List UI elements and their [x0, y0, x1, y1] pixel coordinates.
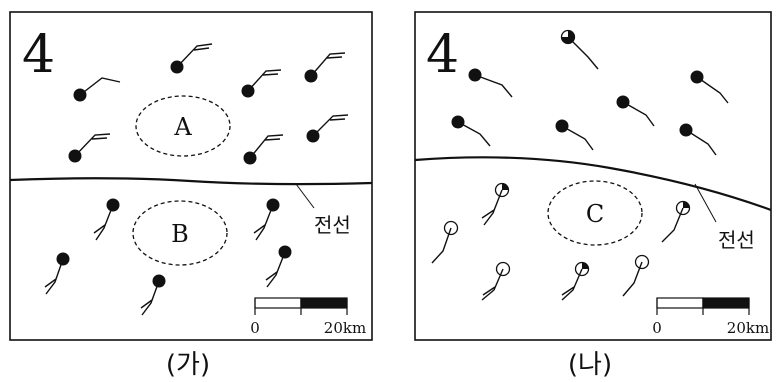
panel-a-frame [9, 11, 373, 341]
station-model [690, 70, 729, 104]
station-model [481, 261, 511, 301]
station-model [560, 29, 599, 70]
panel-a-scale-start: 0 [250, 319, 260, 337]
panel-a-number: 4 [22, 25, 55, 85]
station-model [661, 200, 691, 243]
panel-b-scale-start: 0 [652, 319, 662, 337]
station-model [468, 68, 513, 98]
station-model [44, 252, 70, 295]
panel-b-number: 4 [426, 25, 459, 85]
station-model [561, 261, 590, 301]
panel-a-scale-bar [254, 297, 348, 315]
station-model [306, 114, 349, 143]
station-model [555, 119, 594, 151]
station-model [170, 43, 213, 74]
station-model [265, 245, 292, 288]
station-model [253, 198, 280, 241]
station-model [481, 182, 510, 226]
panel-a-caption: (가) [166, 350, 210, 380]
panel-a-front-label: 전선 [314, 213, 351, 237]
station-model [73, 77, 121, 102]
station-model [451, 115, 491, 147]
region-a-label: A [173, 113, 192, 141]
station-model [68, 133, 111, 163]
station-model [304, 52, 346, 83]
panel-a-front-leader [295, 183, 315, 209]
panel-b-front-leader [694, 183, 717, 223]
region-a-ellipse [135, 95, 231, 157]
panel-b-frame [414, 11, 772, 341]
station-model [616, 95, 655, 127]
panel-b: 4 전선 C [414, 11, 772, 380]
panel-a: 4 전선 A B [9, 11, 373, 380]
region-c-ellipse [547, 180, 643, 246]
panel-b-front-line [415, 156, 771, 212]
panel-b-scale-end: 20km [727, 319, 769, 337]
station-model [241, 69, 282, 98]
station-model [431, 220, 459, 264]
station-model [622, 254, 650, 297]
station-model [93, 198, 120, 241]
station-model [140, 274, 166, 316]
station-model [679, 123, 717, 156]
region-b-ellipse [132, 200, 228, 266]
panel-b-scale-bar [656, 297, 750, 315]
region-c-label: C [586, 200, 604, 228]
panel-b-caption: (나) [568, 350, 612, 380]
panel-b-front-label: 전선 [718, 228, 755, 252]
panel-a-front-line [9, 177, 373, 186]
region-b-label: B [171, 220, 189, 248]
station-model [243, 134, 284, 165]
panel-a-scale-end: 20km [324, 319, 366, 337]
